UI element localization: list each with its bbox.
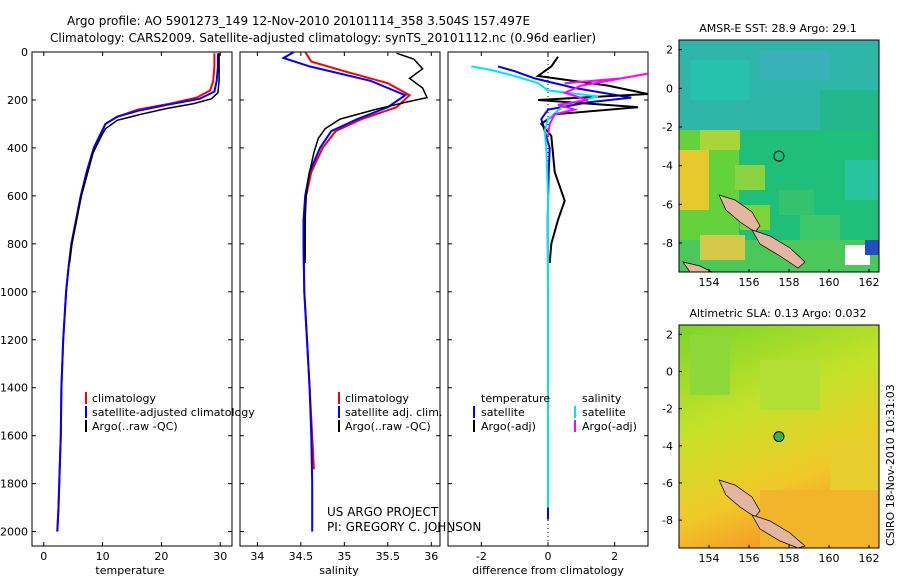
legend-label-argo: Argo(..raw -QC) [345,420,431,433]
pressure-tick-label: 400 [7,142,28,155]
difference-legend: temperature satellite Argo(-adj) salinit… [473,392,637,433]
map-lon-tick-label: 156 [739,276,760,289]
map-lat-tick-label: -2 [662,121,673,134]
pressure-tick-label: 2000 [0,526,28,539]
pressure-tick-label: 1800 [0,478,28,491]
map-lat-tick-label: 0 [666,82,673,95]
map-lat-tick-label: -6 [662,198,673,211]
sla-argo-position-marker [773,431,785,443]
map-lon-tick-label: 160 [819,276,840,289]
temperature-plot-area [56,53,220,532]
temperature-satellite-adjusted-line [56,53,219,532]
map-lat-tick-label: 2 [666,44,673,57]
salinity-x-axis: 34 34.5 35 35.5 36 [250,52,438,563]
salinity-plot-area [281,52,429,532]
salinity-legend: climatology satellite adj. clim. Argo(..… [338,392,442,433]
salinity-argo-line [304,52,429,263]
map-lon-tick-label: 162 [859,552,880,565]
map-lon-tick-label: 154 [699,276,720,289]
header-line-2: Climatology: CARS2009. Satellite-adjuste… [50,31,597,45]
temperature-panel-frame [31,51,233,547]
pressure-tick-label: 1600 [0,430,28,443]
pressure-tick-label: 1200 [0,334,28,347]
map-lon-tick-label: 156 [739,552,760,565]
map-lon-tick-label: 162 [859,276,880,289]
salinity-panel-frame [239,51,441,547]
legend-label-satellite-adjusted: satellite adj. clim. [345,406,442,419]
temperature-x-axis: 0 10 20 30 [40,52,227,563]
pressure-axis: 0 200 400 600 800 1000 1200 1400 1600 1800 2000 [0,46,648,539]
legend-label-climatology: climatology [92,392,156,405]
temperature-argo-line [68,53,220,264]
x-tick-label: 34.5 [289,550,314,563]
header-line-1: Argo profile: AO 5901273_149 12-Nov-2010… [67,14,531,28]
legend-label-climatology: climatology [345,392,409,405]
salinity-xlabel: salinity [319,564,359,577]
x-tick-label: 0 [545,550,552,563]
x-tick-label: 36 [424,550,438,563]
sst-map-frame [678,39,880,273]
map-lon-tick-label: 154 [699,552,720,565]
sst-map-field [679,40,879,272]
temperature-xlabel: temperature [95,564,164,577]
pressure-tick-label: 800 [7,238,28,251]
x-tick-label: 30 [213,550,227,563]
map-lat-tick-label: -4 [662,440,673,453]
pressure-tick-label: 600 [7,190,28,203]
x-tick-label: 34 [250,550,264,563]
difference-x-axis: -2 0 2 [476,52,618,563]
difference-salinity-satellite-line [471,65,599,508]
sla-map-frame [678,324,880,549]
x-tick-label: 35 [337,550,351,563]
legend-label-argo: Argo(..raw -QC) [92,420,178,433]
x-tick-label: 0 [40,550,47,563]
difference-temperature-argo-line [535,56,648,264]
sst-argo-position-marker [773,150,785,162]
map-lat-tick-label: -2 [662,403,673,416]
map-lat-tick-label: -8 [662,514,673,527]
map-lat-tick-label: -8 [662,237,673,250]
sst-map-title: AMSR-E SST: 28.9 Argo: 29.1 [699,22,857,35]
legend-heading-salinity: salinity [582,392,622,405]
legend-heading-temperature: temperature [481,392,550,405]
temperature-climatology-line [56,53,216,532]
pi-credit: PI: GREGORY C. JOHNSON [327,520,481,534]
difference-plot-area [471,56,648,520]
x-tick-label: -2 [476,550,487,563]
x-tick-label: 20 [154,550,168,563]
legend-label-temperature-argo: Argo(-adj) [481,420,536,433]
difference-xlabel: difference from climatology [472,564,624,577]
pressure-tick-label: 1000 [0,286,28,299]
legend-label-temperature-satellite: satellite [481,406,525,419]
difference-salinity-argo-line [547,72,648,137]
legend-label-salinity-satellite: satellite [582,406,626,419]
sst-map-axes: 154 156 158 160 162 2 0 -2 -4 -6 -8 [662,44,879,289]
project-credit: US ARGO PROJECT [327,505,439,519]
x-tick-label: 35.5 [376,550,401,563]
pressure-tick-label: 1400 [0,382,28,395]
difference-temperature-satellite-line [497,65,632,520]
pressure-tick-label: 200 [7,94,28,107]
map-lat-tick-label: -4 [662,160,673,173]
pressure-tick-label: 0 [21,46,28,59]
csiro-timestamp: CSIRO 18-Nov-2010 10:31:03 [884,384,897,546]
legend-label-salinity-argo: Argo(-adj) [582,420,637,433]
legend-label-satellite-adjusted: satellite-adjusted climatology [92,406,255,419]
map-lon-tick-label: 158 [779,276,800,289]
map-lon-tick-label: 160 [819,552,840,565]
sla-map-axes: 154 156 158 160 162 2 0 -2 -4 -6 -8 [662,328,879,565]
map-lat-tick-label: 0 [666,365,673,378]
sla-map-title: Altimetric SLA: 0.13 Argo: 0.032 [689,307,866,320]
map-lon-tick-label: 158 [779,552,800,565]
x-tick-label: 10 [96,550,110,563]
map-lat-tick-label: -6 [662,477,673,490]
map-lat-tick-label: 2 [666,328,673,341]
salinity-satellite-adjusted-line [281,52,408,532]
temperature-legend: climatology satellite-adjusted climatolo… [85,392,255,433]
x-tick-label: 2 [611,550,618,563]
